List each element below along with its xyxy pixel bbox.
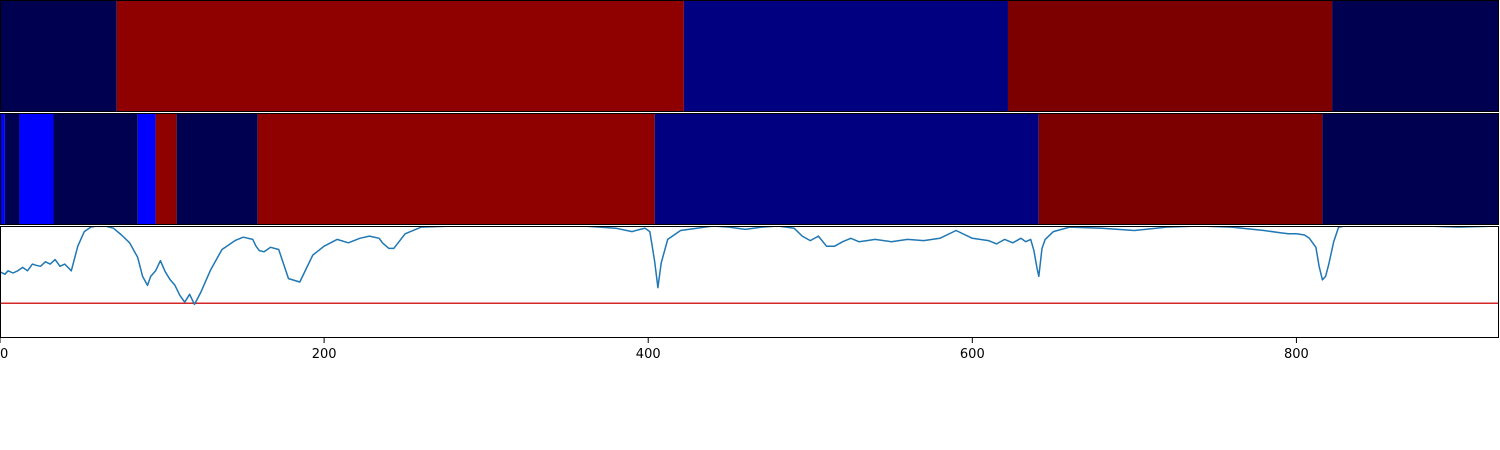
x-tick-label-800: 800 — [1284, 347, 1309, 362]
segment-1-4 — [1007, 0, 1333, 112]
track-2 — [0, 113, 1499, 225]
x-tick-label-400: 400 — [636, 347, 661, 362]
segment-2-1 — [0, 113, 5, 225]
segment-1-1 — [0, 0, 117, 112]
line-panel — [0, 226, 1499, 338]
track-1 — [0, 0, 1499, 112]
segment-2-2 — [4, 113, 20, 225]
line-panel-frame — [0, 226, 1499, 338]
x-tick-label-0: 0 — [0, 347, 8, 362]
segment-2-7 — [176, 113, 258, 225]
segment-2-3 — [19, 113, 54, 225]
segment-2-6 — [155, 113, 177, 225]
segment-1-2 — [116, 0, 684, 112]
segment-2-10 — [1038, 113, 1323, 225]
series-line — [0, 226, 1499, 306]
segment-2-9 — [654, 113, 1039, 225]
track-frame-1 — [0, 0, 1499, 112]
segment-2-11 — [1322, 113, 1499, 225]
segment-tracks — [0, 0, 1499, 225]
line-panel-background — [0, 226, 1499, 338]
segment-2-8 — [257, 113, 655, 225]
segment-1-3 — [683, 0, 1008, 112]
segment-2-5 — [137, 113, 156, 225]
x-tick-label-600: 600 — [960, 347, 985, 362]
track-frame-2 — [0, 113, 1499, 225]
x-tick-label-200: 200 — [312, 347, 337, 362]
segment-2-4 — [53, 113, 138, 225]
x-axis: 0 200 400 600 800 — [0, 338, 1309, 362]
segment-1-5 — [1332, 0, 1499, 112]
